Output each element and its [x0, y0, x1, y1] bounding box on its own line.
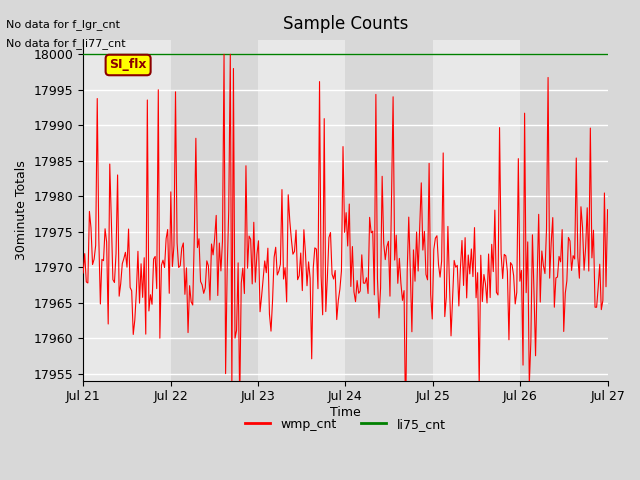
Text: SI_flx: SI_flx — [109, 59, 147, 72]
Legend: wmp_cnt, li75_cnt: wmp_cnt, li75_cnt — [240, 413, 451, 436]
X-axis label: Time: Time — [330, 406, 361, 419]
Bar — [83, 40, 170, 381]
Bar — [170, 40, 258, 381]
Text: No data for f_lgr_cnt: No data for f_lgr_cnt — [6, 19, 120, 30]
Title: Sample Counts: Sample Counts — [283, 15, 408, 33]
Bar — [433, 40, 520, 381]
Text: No data for f_li77_cnt: No data for f_li77_cnt — [6, 38, 126, 49]
Bar — [346, 40, 433, 381]
Bar — [607, 40, 640, 381]
Bar — [520, 40, 607, 381]
Y-axis label: 30minute Totals: 30minute Totals — [15, 160, 28, 260]
Bar — [258, 40, 346, 381]
